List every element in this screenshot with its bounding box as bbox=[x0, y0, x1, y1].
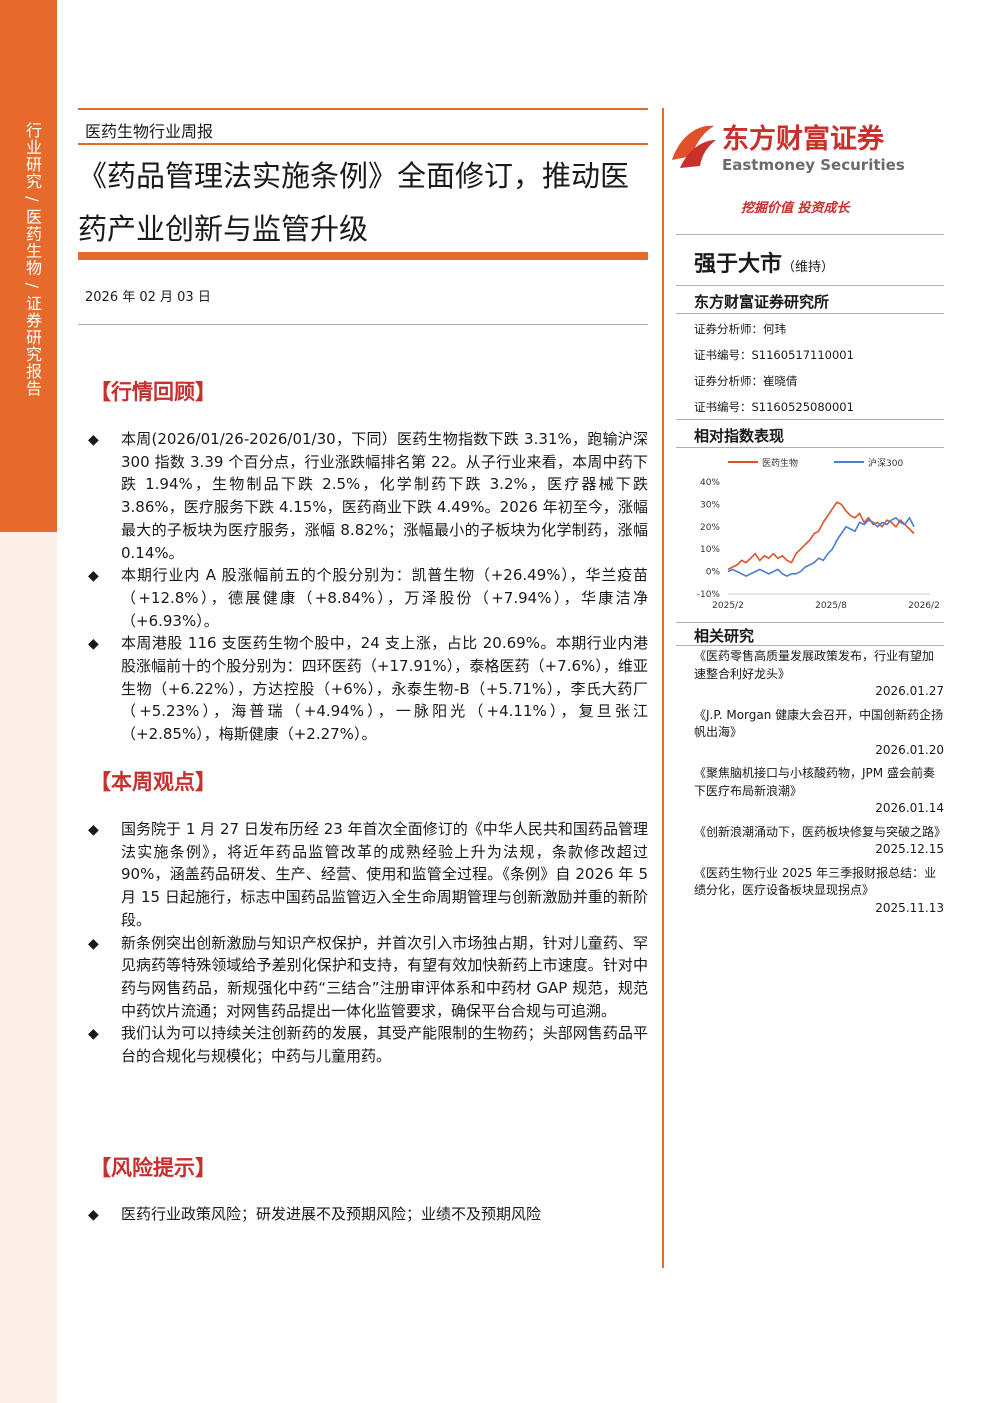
section-heading-risk: 【风险提示】 bbox=[90, 1155, 216, 1180]
analyst-cert: 证书编号：S1160525080001 bbox=[694, 400, 854, 414]
sidebar-label: 行业研究 / 医药生物 / 证券研究报告 bbox=[23, 122, 42, 398]
institute-name: 东方财富证券研究所 bbox=[694, 293, 830, 311]
y-tick-label: 10% bbox=[700, 545, 720, 555]
y-tick-label: 40% bbox=[700, 478, 720, 488]
logo-mark-icon bbox=[672, 125, 716, 168]
side-divider bbox=[676, 234, 944, 235]
logo-text-cn: 东方财富证券 bbox=[722, 123, 885, 155]
relative-index-chart: 医药生物 沪深300 40% 30% 20% 10% 0% -10%2025/2 2025/8 2… bbox=[697, 457, 940, 611]
research-title[interactable]: 《聚焦脑机接口与小核酸药物，JPM 盛会前奏下医疗布局新浪潮》 bbox=[694, 766, 935, 798]
research-item[interactable]: 《创新浪潮涌动下，医药板块修复与突破之路》 2025.12.15 bbox=[694, 824, 947, 859]
x-tick-label: 2025/2 bbox=[712, 601, 744, 611]
list-item: ◆ 本周港股 116 支医药生物个股中，24 支上涨，占比 20.69%。本期行业… bbox=[88, 634, 648, 744]
title-rule bbox=[78, 143, 648, 145]
research-date: 2025.12.15 bbox=[875, 842, 944, 856]
diamond-bullet-icon: ◆ bbox=[88, 1207, 99, 1223]
research-item[interactable]: 《医药零售高质量发展政策发布，行业有望加速整合利好龙头》 2026.01.27 bbox=[694, 648, 944, 701]
related-research-list: 《医药零售高质量发展政策发布，行业有望加速整合利好龙头》 2026.01.27 《… bbox=[694, 648, 947, 923]
list-item: ◆ 新条例突出创新激励与知识产权保护，并首次引入市场独占期，针对儿童药、罕见病药等… bbox=[88, 933, 648, 1020]
side-divider bbox=[676, 285, 944, 286]
side-divider bbox=[676, 622, 944, 623]
series-line bbox=[727, 501, 915, 571]
research-date: 2026.01.20 bbox=[875, 742, 944, 757]
analyst-name: 证券分析师：何玮 bbox=[694, 322, 786, 336]
report-date: 2026 年 02 月 03 日 bbox=[85, 290, 211, 305]
page-title: 《药品管理法实施条例》全面修订，推动医药产业创新与监管升级 bbox=[78, 159, 630, 246]
rating: 强于大市（维持） bbox=[694, 246, 834, 278]
research-heading: 相关研究 bbox=[694, 627, 755, 645]
research-date: 2026.01.27 bbox=[875, 684, 944, 698]
research-item[interactable]: 《聚焦脑机接口与小核酸药物，JPM 盛会前奏下医疗布局新浪潮》 2026.01.1… bbox=[694, 765, 944, 818]
research-date: 2026.01.14 bbox=[875, 801, 944, 815]
chart-heading: 相对指数表现 bbox=[694, 427, 785, 445]
risk-list: ◆ 医药行业政策风险；研发进展不及预期风险；业绩不及预期风险 bbox=[88, 1203, 648, 1226]
section-heading-market: 【行情回顾】 bbox=[90, 379, 216, 404]
logo-text-en: Eastmoney Securities bbox=[722, 156, 905, 174]
list-item: ◆ 我们认为可以持续关注创新药的发展，其受产能限制的生物药；头部网售药品平台的合规… bbox=[88, 1024, 648, 1066]
y-tick-label: 30% bbox=[700, 500, 720, 510]
diamond-bullet-icon: ◆ bbox=[88, 1026, 99, 1043]
sidebar: 行业研究 / 医药生物 / 证券研究报告 bbox=[0, 0, 57, 1403]
legend-label: 医药生物 bbox=[762, 457, 798, 469]
side-divider bbox=[676, 419, 944, 420]
side-divider bbox=[676, 447, 944, 448]
rating-note: （维持） bbox=[782, 260, 835, 275]
list-item: ◆ 医药行业政策风险；研发进展不及预期风险；业绩不及预期风险 bbox=[88, 1203, 648, 1226]
analyst-cert: 证书编号：S1160517110001 bbox=[694, 348, 854, 362]
y-tick-label: -10% bbox=[697, 590, 721, 600]
sidebar-banner: 行业研究 / 医药生物 / 证券研究报告 bbox=[0, 0, 57, 532]
diamond-bullet-icon: ◆ bbox=[88, 636, 99, 653]
list-item: ◆ 本周(2026/01/26-2026/01/30，下同）医药生物指数下跌 3.… bbox=[88, 430, 648, 562]
y-tick-label: 0% bbox=[706, 568, 721, 578]
eastmoney-logo: 东方财富证券 Eastmoney Securities bbox=[672, 123, 905, 174]
research-item[interactable]: 《医药生物行业 2025 年三季报财报总结：业绩分化，医疗设备板块显现拐点》 20… bbox=[694, 865, 944, 918]
research-title[interactable]: 《J.P. Morgan 健康大会召开，中国创新药企扬帆出海》 bbox=[694, 707, 944, 740]
side-divider bbox=[676, 313, 944, 314]
side-divider bbox=[676, 645, 944, 646]
title-underline bbox=[78, 252, 648, 260]
diamond-bullet-icon: ◆ bbox=[88, 935, 99, 952]
rating-value: 强于大市 bbox=[694, 252, 783, 277]
report-type: 医药生物行业周报 bbox=[85, 122, 214, 141]
section-heading-views: 【本周观点】 bbox=[90, 769, 216, 794]
date-divider bbox=[78, 324, 648, 325]
series-line bbox=[727, 516, 915, 577]
slogan: 挖掘价值 投资成长 bbox=[741, 201, 850, 216]
research-title[interactable]: 《医药生物行业 2025 年三季报财报总结：业绩分化，医疗设备板块显现拐点》 bbox=[694, 865, 937, 898]
diamond-bullet-icon: ◆ bbox=[88, 432, 99, 448]
column-divider bbox=[662, 108, 664, 1268]
y-tick-label: 20% bbox=[700, 523, 720, 533]
x-tick-label: 2026/2 bbox=[908, 601, 940, 611]
research-item[interactable]: 《J.P. Morgan 健康大会召开，中国创新药企扬帆出海》 2026.01.2… bbox=[694, 707, 944, 760]
research-title[interactable]: 《医药零售高质量发展政策发布，行业有望加速整合利好龙头》 bbox=[694, 649, 935, 681]
diamond-bullet-icon: ◆ bbox=[88, 822, 99, 838]
research-title[interactable]: 《创新浪潮涌动下，医药板块修复与突破之路》 bbox=[694, 824, 947, 839]
weekly-views-list: ◆ 国务院于 1 月 27 日发布历经 23 年首次全面修订的《中华人民共和国药品… bbox=[88, 818, 648, 1068]
diamond-bullet-icon: ◆ bbox=[88, 568, 99, 585]
list-item: ◆ 本期行业内 A 股涨幅前五的个股分别为：凯普生物（+26.49%），华兰疫苗（… bbox=[88, 566, 648, 630]
legend-label: 沪深300 bbox=[868, 457, 903, 469]
market-review-list: ◆ 本周(2026/01/26-2026/01/30，下同）医药生物指数下跌 3.… bbox=[88, 428, 648, 746]
research-date: 2025.11.13 bbox=[875, 900, 944, 915]
top-rule bbox=[78, 108, 648, 110]
x-tick-label: 2025/8 bbox=[815, 601, 847, 611]
list-item: ◆ 国务院于 1 月 27 日发布历经 23 年首次全面修订的《中华人民共和国药品… bbox=[88, 820, 648, 929]
analyst-name: 证券分析师：崔晓倩 bbox=[694, 374, 798, 388]
